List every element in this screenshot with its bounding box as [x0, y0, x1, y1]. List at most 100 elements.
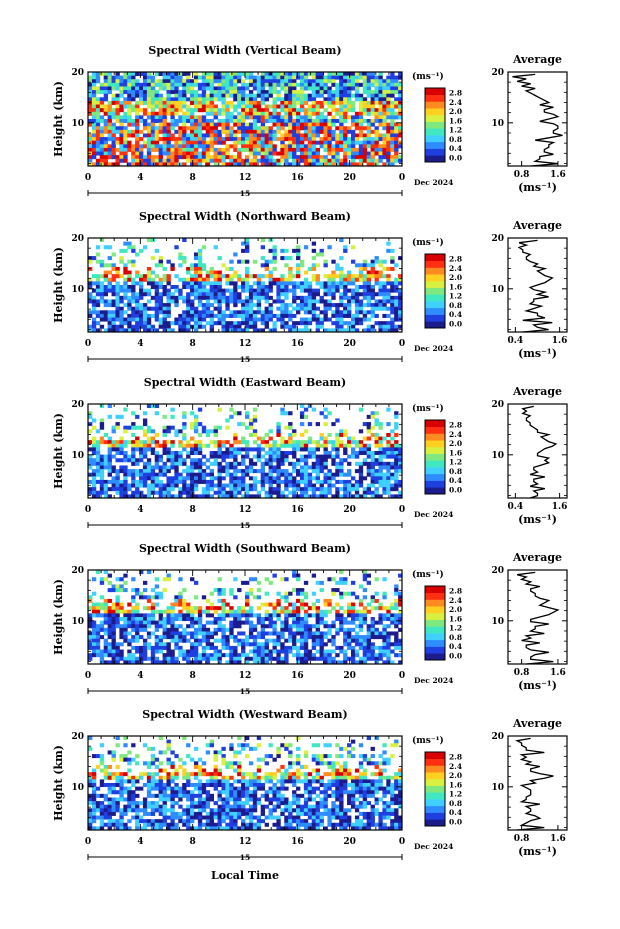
heatmap-cell — [127, 104, 132, 109]
heatmap-cell — [327, 451, 332, 456]
heatmap-cell — [166, 292, 171, 297]
heatmap-cell — [119, 299, 124, 304]
heatmap-cell — [347, 328, 352, 333]
heatmap-cell — [386, 461, 391, 466]
average-profile-line — [517, 239, 554, 333]
heatmap-cell — [115, 425, 120, 430]
heatmap-cell — [331, 119, 336, 124]
heatmap-cell — [111, 429, 116, 434]
heatmap-cell — [193, 158, 199, 163]
heatmap-cell — [127, 656, 132, 661]
heatmap-cell — [303, 72, 309, 77]
heatmap-cell — [233, 140, 238, 145]
heatmap-cell — [347, 97, 352, 102]
heatmap-cell — [197, 469, 203, 474]
heatmap-cell — [201, 97, 207, 102]
heatmap-cell — [205, 642, 211, 647]
y-tick-label: 10 — [71, 119, 84, 129]
heatmap-cell — [154, 440, 160, 445]
heatmap-cell — [178, 635, 183, 640]
heatmap-cell — [264, 263, 269, 268]
heatmap-cell — [292, 281, 297, 286]
heatmap-cell — [119, 155, 124, 160]
heatmap-cell — [366, 263, 372, 268]
heatmap-cell — [299, 465, 305, 470]
heatmap-cell — [131, 454, 136, 459]
heatmap-cell — [88, 324, 93, 329]
heatmap-cell — [311, 494, 317, 499]
heatmap-cell — [111, 465, 116, 470]
heatmap-cell — [335, 274, 340, 279]
heatmap-cell — [115, 100, 120, 105]
heatmap-cell — [311, 407, 317, 412]
heatmap-cell — [127, 147, 132, 152]
heatmap-cell — [272, 440, 277, 445]
heatmap-cell — [193, 653, 199, 658]
heatmap-cell — [366, 472, 372, 477]
heatmap-cell — [350, 75, 356, 80]
heatmap-cell — [343, 458, 348, 463]
heatmap-cell — [303, 494, 309, 499]
heatmap-cell — [288, 75, 293, 80]
heatmap-cell — [339, 295, 344, 300]
heatmap-cell — [347, 281, 352, 286]
heatmap-cell — [284, 476, 289, 481]
heatmap-cell — [127, 317, 132, 322]
heatmap-cell — [154, 490, 160, 495]
heatmap-cell — [296, 100, 301, 105]
heatmap-cell — [99, 144, 105, 149]
heatmap-cell — [323, 443, 328, 448]
heatmap-cell — [182, 82, 187, 87]
heatmap-cell — [307, 483, 313, 488]
heatmap-cell — [229, 461, 234, 466]
heatmap-cell — [135, 299, 140, 304]
heatmap-cell — [229, 93, 234, 98]
avg-x-tick-label: 1.6 — [552, 336, 568, 346]
heatmap-cell — [146, 328, 152, 333]
heatmap-cell — [264, 472, 269, 477]
heatmap-cell — [95, 461, 101, 466]
heatmap-cell — [217, 155, 222, 160]
heatmap-cell — [245, 147, 250, 152]
heatmap-cell — [166, 277, 171, 282]
heatmap-cell — [119, 487, 124, 492]
heatmap-cell — [154, 104, 160, 109]
heatmap-cell — [233, 295, 238, 300]
heatmap-cell — [150, 476, 156, 481]
heatmap-cell — [111, 79, 116, 84]
heatmap-cell — [197, 285, 203, 290]
heatmap-cell — [327, 274, 332, 279]
heatmap-cell — [197, 122, 203, 127]
heatmap-cell — [213, 285, 218, 290]
heatmap-cell — [111, 613, 116, 618]
heatmap-cell — [256, 158, 262, 163]
heatmap-cell — [284, 111, 289, 116]
heatmap-cell — [358, 158, 364, 163]
heatmap-cell — [135, 591, 140, 596]
heatmap-cell — [221, 591, 226, 596]
heatmap-cell — [237, 299, 242, 304]
colorbar-segment — [425, 260, 445, 268]
heatmap-cell — [358, 93, 364, 98]
heatmap-cell — [91, 653, 97, 658]
heatmap-cell — [91, 72, 97, 77]
heatmap-cell — [307, 108, 313, 113]
heatmap-cell — [158, 126, 163, 131]
heatmap-cell — [327, 129, 332, 134]
heatmap-cell — [354, 126, 360, 131]
heatmap-cell — [146, 469, 152, 474]
heatmap-cell — [201, 100, 207, 105]
heatmap-cell — [378, 270, 383, 275]
heatmap-cell — [358, 440, 364, 445]
heatmap-cell — [390, 75, 395, 80]
heatmap-cell — [111, 162, 116, 167]
heatmap-cell — [276, 129, 281, 134]
heatmap-cell — [323, 313, 328, 318]
heatmap-cell — [264, 324, 269, 329]
heatmap-cell — [95, 613, 101, 618]
heatmap-cell — [303, 245, 309, 250]
heatmap-cell — [115, 617, 120, 622]
heatmap-cell — [319, 72, 324, 77]
heatmap-cell — [386, 140, 391, 145]
heatmap-cell — [390, 147, 395, 152]
